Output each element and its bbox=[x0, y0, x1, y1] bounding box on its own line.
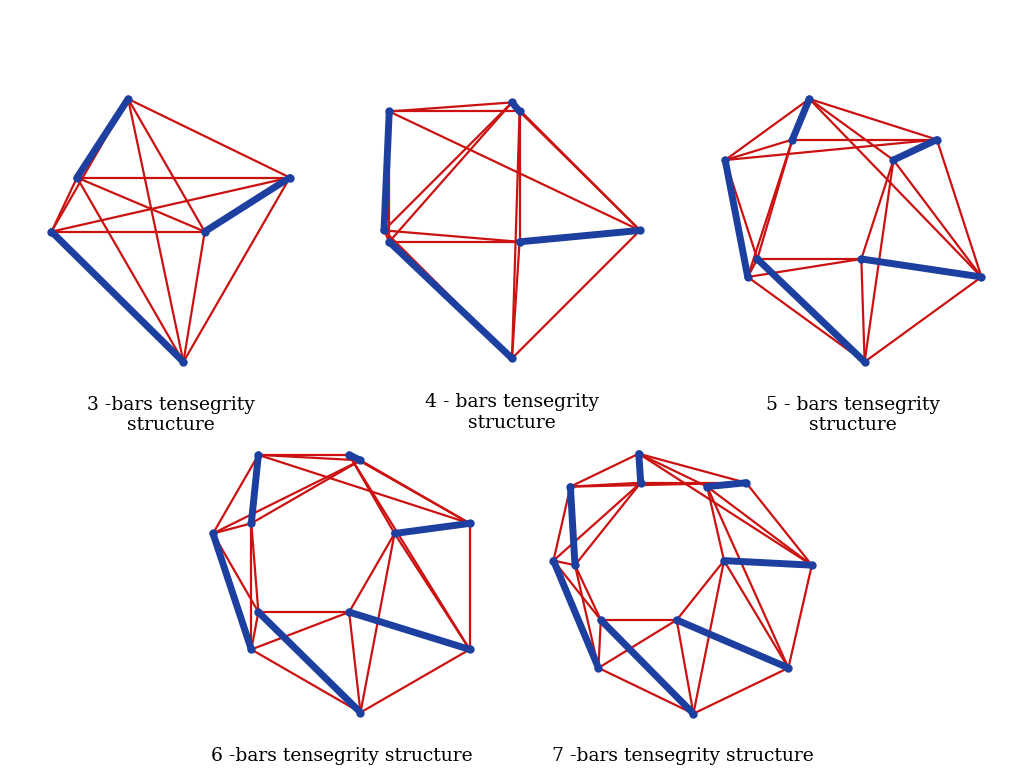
Text: 4 - bars tensegrity
structure: 4 - bars tensegrity structure bbox=[425, 393, 599, 432]
Text: 5 - bars tensegrity
structure: 5 - bars tensegrity structure bbox=[766, 396, 940, 435]
Text: 7 -bars tensegrity structure: 7 -bars tensegrity structure bbox=[552, 747, 813, 765]
Text: 6 -bars tensegrity structure: 6 -bars tensegrity structure bbox=[211, 746, 472, 765]
Text: 3 -bars tensegrity
structure: 3 -bars tensegrity structure bbox=[87, 396, 255, 435]
